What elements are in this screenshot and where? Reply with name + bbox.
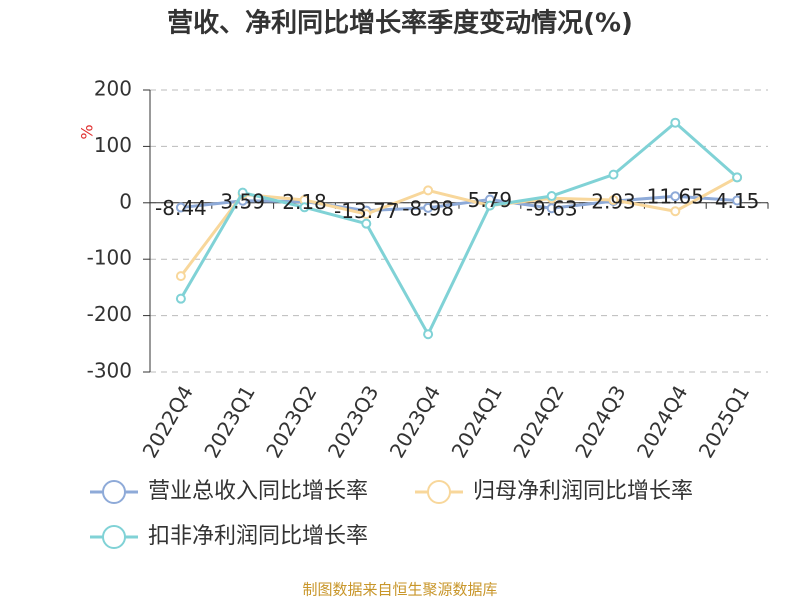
legend-label: 归母净利润同比增长率 [473,479,693,504]
legend-label: 营业总收入同比增长率 [148,479,368,504]
data-point [423,185,434,196]
x-tick-label: 2024Q4 [632,381,692,462]
source-note: 制图数据来自恒生聚源数据库 [302,581,497,599]
y-tick-label: -200 [87,302,132,326]
data-label: -9.63 [526,197,578,221]
x-tick-label: 2023Q3 [323,381,383,462]
legend-marker [102,480,126,504]
data-point [175,271,186,282]
x-tick-label: 2023Q4 [385,381,445,462]
data-point [608,169,619,180]
data-point [237,187,248,198]
data-label: 2.18 [282,190,327,214]
data-point [732,172,743,183]
data-point [423,329,434,340]
chart-title: 营收、净利同比增长率季度变动情况(%) [167,8,633,39]
data-point [546,203,557,214]
data-point [175,202,186,213]
data-point [361,218,372,229]
data-point [670,206,681,217]
data-point [361,209,372,220]
data-label: 3.59 [220,189,265,213]
x-tick-label: 2023Q1 [199,381,259,462]
x-tick-label: 2024Q3 [570,381,630,462]
data-label: 4.15 [715,189,760,213]
data-label: -8.44 [155,196,207,220]
series-line [179,120,739,338]
data-label: 11.65 [647,185,704,209]
y-tick-label: 0 [119,189,132,213]
data-point [175,293,186,304]
data-point [608,194,619,205]
data-point [546,191,557,202]
data-point [670,117,681,128]
y-tick-label: -300 [87,359,132,383]
series-line [179,176,738,278]
y-axis-label: % [78,124,97,139]
x-tick-label: 2024Q1 [447,381,507,462]
data-point [299,202,310,213]
legend-marker [427,480,451,504]
x-tick-label: 2024Q2 [508,381,568,462]
data-point [732,195,743,206]
y-tick-label: 200 [94,77,132,101]
data-point [423,202,434,213]
legend-marker [102,525,126,549]
data-label: 5.79 [468,188,513,212]
x-tick-label: 2023Q2 [261,381,321,462]
x-tick-label: 2022Q4 [138,381,198,462]
x-tick-label: 2025Q1 [694,381,754,462]
data-point [670,191,681,202]
data-label: -8.98 [402,196,454,220]
y-tick-label: -100 [87,246,132,270]
legend-label: 扣非净利润同比增长率 [148,524,368,549]
data-point [484,200,495,211]
y-tick-label: 100 [94,133,132,157]
data-label: -13.77 [334,199,398,223]
data-label: 2.93 [591,190,636,214]
